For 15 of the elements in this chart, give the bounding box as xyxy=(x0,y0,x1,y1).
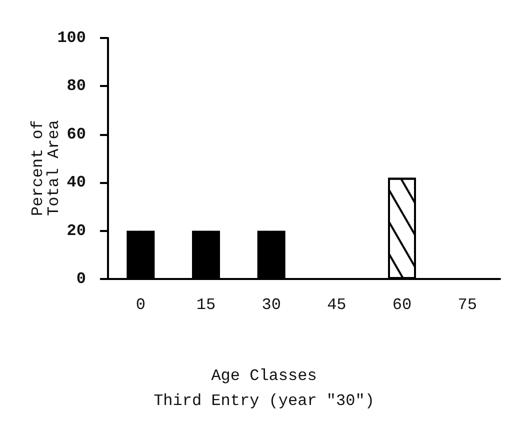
x-tick-label: 0 xyxy=(136,296,146,314)
y-tick-label: 100 xyxy=(57,29,86,47)
y-tick-label: 20 xyxy=(66,222,86,240)
x-tick-label: 75 xyxy=(458,296,477,314)
y-tick-label: 0 xyxy=(76,270,86,288)
x-axis-title: Age Classes xyxy=(211,367,317,385)
x-tick-label: 30 xyxy=(262,296,281,314)
x-tick-label: 60 xyxy=(392,296,412,314)
x-tick-label: 15 xyxy=(196,296,216,314)
y-tick-label: 80 xyxy=(66,77,86,96)
y-tick-label: 60 xyxy=(66,125,86,144)
x-tick-label: 45 xyxy=(327,296,346,314)
y-tick-label: 40 xyxy=(66,174,86,192)
y-axis-title: Percent of Total Area xyxy=(29,120,63,216)
text: Third Entry (year "30") xyxy=(154,392,374,410)
